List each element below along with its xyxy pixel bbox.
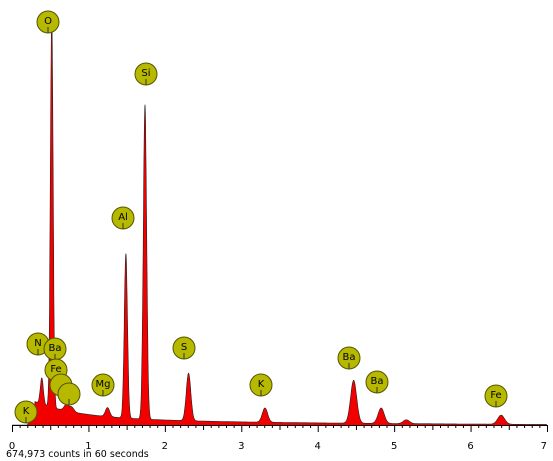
element-marker-s: S: [172, 336, 196, 360]
x-tick-label: 7: [541, 441, 547, 452]
element-marker-mg: Mg: [91, 373, 115, 397]
x-tick-label: 6: [467, 441, 473, 452]
element-marker-label: Fe: [490, 390, 501, 401]
spectrum-outline: [12, 14, 547, 426]
counts-summary: 674,973 counts in 60 seconds: [6, 449, 149, 460]
element-marker-si: Si: [134, 62, 158, 86]
element-marker-label: N: [34, 338, 41, 349]
element-marker-label: Ba: [49, 343, 62, 354]
element-marker-label: K: [258, 379, 265, 390]
spectrum-layer: [12, 14, 547, 426]
x-tick-label: 1: [85, 441, 91, 452]
element-marker-label: Ba: [343, 352, 356, 363]
element-marker-label: Fe: [50, 364, 61, 375]
x-axis: 0 1 2 3 4 5 6 7: [9, 425, 548, 452]
x-tick-label: 4: [315, 441, 321, 452]
element-marker-o: O: [36, 10, 60, 34]
element-marker-label: Mg: [96, 379, 111, 390]
x-tick-label: 0: [9, 441, 15, 452]
element-marker-ba: Ba: [365, 370, 389, 394]
element-marker-k: K: [249, 373, 273, 397]
element-marker: [57, 382, 81, 406]
element-marker-al: Al: [111, 206, 135, 230]
element-marker-k: K: [14, 400, 38, 424]
x-tick-label: 3: [238, 441, 244, 452]
element-marker-label: K: [23, 406, 30, 417]
spectrum-fill: [12, 14, 547, 425]
x-tick-label: 5: [391, 441, 397, 452]
x-tick-label: 2: [162, 441, 168, 452]
element-marker-fe: Fe: [484, 384, 508, 408]
element-marker-layer: O Si Al N Ba Fe K Mg S K Ba Ba Fe: [14, 10, 508, 424]
element-marker-ba: Ba: [337, 346, 361, 370]
element-marker-label: Ba: [371, 376, 384, 387]
element-marker-ba: Ba: [43, 337, 67, 361]
element-marker-label: Si: [141, 68, 150, 79]
element-marker-label: S: [181, 342, 187, 353]
element-marker-label: Al: [118, 212, 128, 223]
element-marker-label: O: [44, 16, 52, 27]
